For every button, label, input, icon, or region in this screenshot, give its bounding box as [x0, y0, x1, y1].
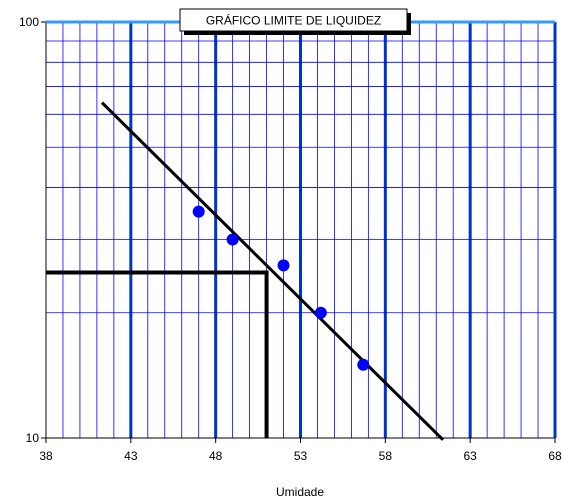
data-point-3: [277, 259, 290, 272]
x-tick-label: 38: [39, 449, 53, 463]
x-axis-title: Umidade: [276, 485, 324, 498]
x-tick-label: 58: [379, 449, 393, 463]
trendline-segment: [100, 101, 445, 441]
data-point-5: [357, 358, 370, 371]
x-tick-label: 48: [209, 449, 223, 463]
grid: [46, 22, 555, 438]
chart-title: GRÁFICO LIMITE DE LIQUIDEZ: [206, 13, 381, 28]
data-point-1: [192, 205, 205, 218]
y-tick-label: 100: [19, 15, 39, 29]
chart-title-box: GRÁFICO LIMITE DE LIQUIDEZ: [179, 8, 411, 35]
x-tick-label: 43: [124, 449, 138, 463]
data-points: [192, 205, 370, 371]
y-tick-label: 10: [26, 431, 40, 445]
x-tick-label: 68: [548, 449, 562, 463]
x-tick-label: 53: [294, 449, 308, 463]
x-tick-labels: 38 43 48 53 58 63 68: [39, 449, 562, 463]
data-point-4: [314, 306, 327, 319]
x-tick-label: 63: [463, 449, 477, 463]
trendline: [100, 101, 445, 441]
reference-lines: [46, 270, 269, 438]
y-tick-labels: 10 100: [19, 15, 39, 445]
plot-frame: [41, 20, 557, 443]
data-point-2: [226, 233, 239, 246]
